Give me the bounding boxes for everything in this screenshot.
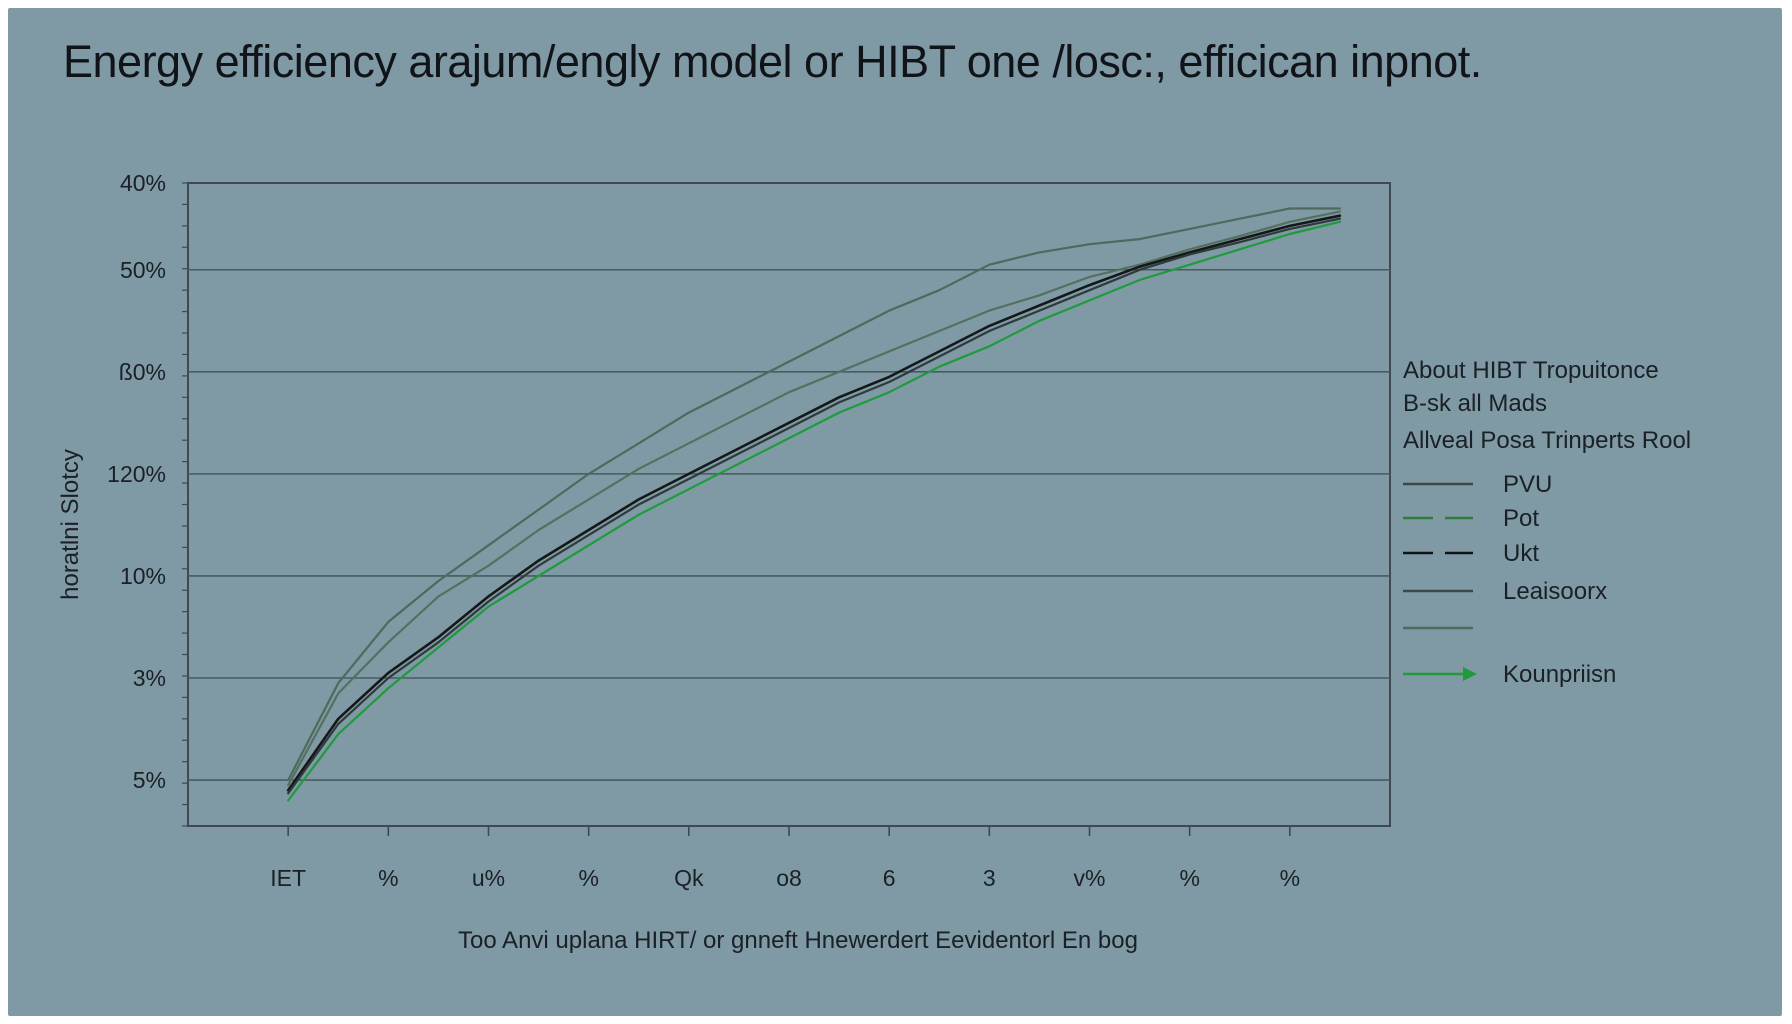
series-line-1 (287, 207, 1341, 782)
y-tick-label: 120% (107, 461, 166, 487)
y-tick-label: 40% (120, 170, 166, 196)
legend-label-2: Pot (1503, 505, 1539, 532)
x-tick-label: 6 (883, 865, 896, 891)
legend-label-3: Ukt (1503, 540, 1539, 567)
chart-frame: Energy efficiency arajum/engly model or … (8, 8, 1782, 1016)
x-tick-label: o8 (776, 865, 802, 891)
legend-header-2: B-sk all Mads (1403, 390, 1547, 417)
series-line-4 (287, 217, 1341, 795)
series-line-3 (286, 214, 1342, 792)
x-tick-label: % (378, 865, 398, 891)
x-tick-label: v% (1074, 865, 1106, 891)
legend-arrow-icon (1463, 667, 1477, 681)
legend-label-1: PVU (1503, 471, 1552, 498)
x-tick-label: % (1179, 865, 1199, 891)
series-line-2 (287, 210, 1341, 787)
legend-header-1: About HIBT Tropuitonce (1403, 357, 1659, 384)
x-tick-label: IET (270, 865, 306, 891)
series-line-5 (287, 220, 1341, 802)
x-tick-label: u% (472, 865, 505, 891)
x-tick-label: 3 (983, 865, 996, 891)
chart-title: Energy efficiency arajum/engly model or … (63, 36, 1482, 87)
y-tick-label: 3% (133, 665, 166, 691)
x-tick-label: Qk (674, 865, 704, 891)
plot-area (187, 182, 1391, 827)
y-tick-label: 10% (120, 563, 166, 589)
y-tick-label: ß0% (119, 359, 166, 385)
x-axis-label: Too Anvi uplana HIRT/ or gnneft Hnewerde… (458, 927, 1138, 954)
chart-svg: 5% 3% 10% 120% ß0% 50% 40% IET% u%% Qk o8 6 3 v%% % Too… (57, 170, 1691, 954)
legend-header-3: Allveal Posa Trinperts Rool (1403, 427, 1691, 454)
y-tick-label: 5% (133, 767, 166, 793)
y-axis-label: horatlni Slotcy (57, 449, 84, 600)
x-tick-label: % (578, 865, 598, 891)
legend-label-6: Kounpriisn (1503, 661, 1616, 688)
x-tick-label: % (1280, 865, 1300, 891)
y-tick-label: 50% (120, 257, 166, 283)
legend-label-4: Leaisoorx (1503, 578, 1607, 605)
